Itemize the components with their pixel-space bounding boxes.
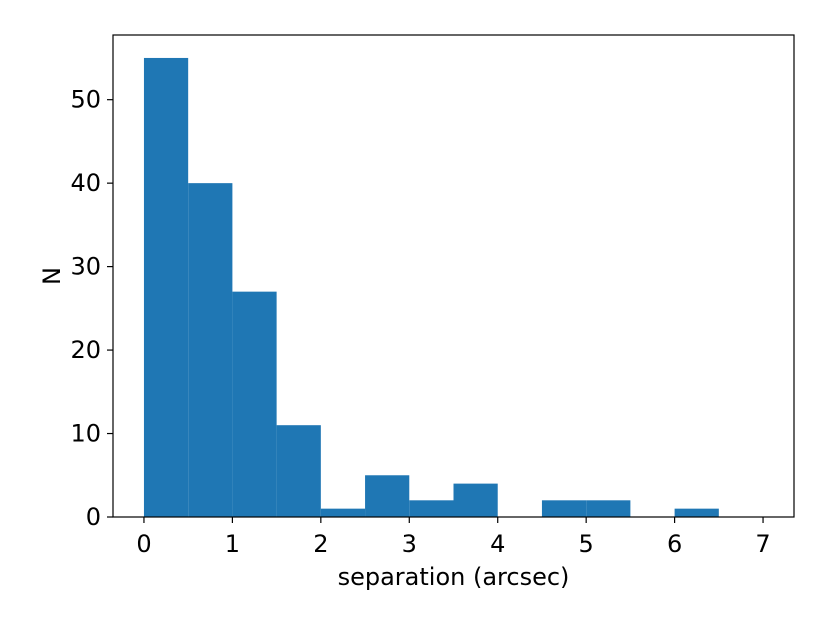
histogram-bar: [409, 500, 454, 517]
y-axis-label: N: [38, 267, 66, 285]
y-axis-ticks: 0 10 20 30 40 50: [70, 86, 113, 531]
histogram-bar: [320, 508, 366, 517]
histogram-bar: [365, 475, 410, 517]
y-tick-label: 20: [70, 336, 101, 364]
x-tick-label: 3: [402, 530, 417, 558]
x-tick-label: 5: [579, 530, 594, 558]
x-axis-ticks: 0 1 2 3 4 5 6 7: [136, 517, 771, 558]
y-tick-label: 0: [86, 503, 101, 531]
histogram-bar: [453, 483, 498, 517]
y-tick-label: 40: [70, 169, 101, 197]
x-tick-label: 0: [136, 530, 151, 558]
histogram-bar: [674, 508, 719, 517]
x-tick-label: 1: [225, 530, 240, 558]
bars: [143, 57, 719, 517]
histogram-bar: [143, 57, 189, 517]
x-tick-label: 4: [490, 530, 505, 558]
x-axis-label: separation (arcsec): [338, 563, 570, 591]
histogram-bar: [232, 291, 277, 517]
histogram-bar: [188, 183, 233, 517]
histogram-bar: [276, 425, 321, 517]
histogram-bar: [541, 500, 587, 517]
y-tick-label: 10: [70, 420, 101, 448]
y-tick-label: 50: [70, 86, 101, 114]
x-tick-label: 2: [313, 530, 328, 558]
x-tick-label: 7: [755, 530, 770, 558]
y-tick-label: 30: [70, 253, 101, 281]
plot-frame: [112, 34, 795, 518]
x-tick-label: 6: [667, 530, 682, 558]
histogram-bar: [586, 500, 631, 517]
